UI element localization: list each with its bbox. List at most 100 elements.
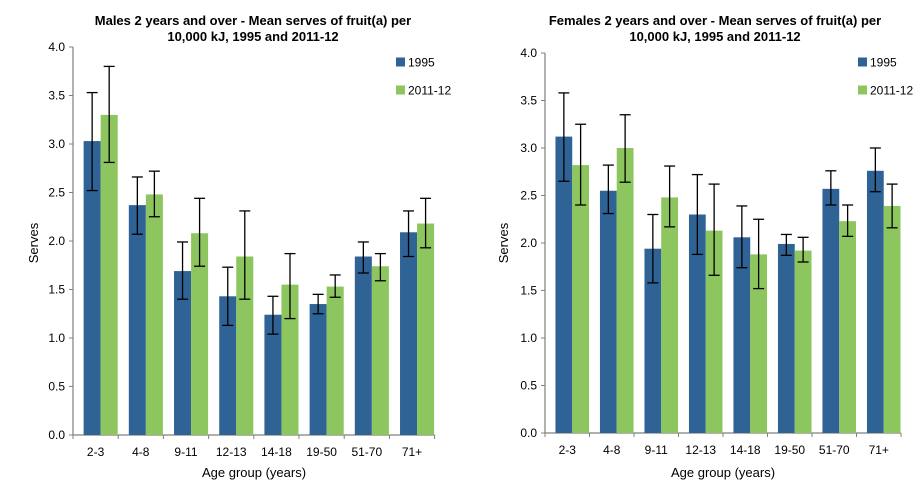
- bar-1995-12-13: [219, 296, 237, 435]
- legend-label-1995: 1995: [408, 56, 435, 70]
- females-x-axis-title: Age group (years): [671, 465, 775, 480]
- error-bar-2011-12-12-13: [239, 210, 251, 300]
- error-bar-1995-2-3: [558, 92, 570, 182]
- y-tick-label: 2.5: [520, 189, 537, 203]
- x-tick-label: 19-50: [306, 445, 337, 459]
- bar-2011-12-9-11: [661, 197, 679, 433]
- females-chart-svg: Females 2 years and over - Mean serves o…: [496, 13, 913, 480]
- bar-2011-12-4-8: [616, 148, 634, 433]
- error-bar-1995-71+: [403, 210, 415, 258]
- x-tick-label: 14-18: [730, 443, 761, 457]
- y-tick-label: 0.0: [48, 428, 65, 442]
- y-tick-label: 0.0: [520, 426, 537, 440]
- y-tick-label: 1.0: [48, 331, 65, 345]
- y-tick-label: 2.0: [520, 236, 537, 250]
- legend-label-2011-12: 2011-12: [408, 84, 451, 98]
- error-bar-1995-12-13: [691, 173, 703, 256]
- error-bar-1995-14-18: [736, 205, 748, 269]
- bar-2011-12-71+: [883, 205, 901, 433]
- y-tick-label: 1.5: [48, 283, 65, 297]
- bar-2011-12-2-3: [100, 114, 118, 436]
- error-bar-1995-19-50: [312, 293, 324, 315]
- males-y-axis-title: Serves: [26, 222, 41, 263]
- males-chart-svg: Males 2 years and over - Mean serves of …: [26, 13, 451, 480]
- error-bar-1995-12-13: [222, 266, 234, 327]
- error-bar-1995-19-50: [780, 233, 792, 257]
- bar-2011-12-12-13: [236, 256, 254, 435]
- error-bar-2011-12-14-18: [753, 218, 765, 290]
- error-bar-1995-14-18: [267, 295, 279, 335]
- y-tick-label: 3.0: [48, 137, 65, 151]
- males-chart: Males 2 years and over - Mean serves of …: [26, 13, 451, 480]
- y-tick-label: 2.5: [48, 186, 65, 200]
- error-bar-2011-12-9-11: [664, 165, 676, 228]
- bar-1995-4-8: [599, 190, 617, 433]
- x-tick-label: 9-11: [174, 445, 197, 459]
- legend-swatch-2011-12: [396, 85, 405, 95]
- y-tick-label: 3.5: [48, 89, 65, 103]
- bar-2011-12-14-18: [281, 284, 299, 435]
- bar-1995-14-18: [733, 237, 751, 433]
- error-bar-2011-12-4-8: [619, 114, 631, 183]
- males-plot-area: 0.0 0.5 1.0 1.5 2.0 2.5 3.0 3.5 4.0 2-3 4-8 9-11 12-…: [48, 40, 436, 459]
- error-bar-2011-12-4-8: [148, 170, 160, 218]
- x-tick-label: 71+: [402, 445, 422, 459]
- y-tick-label: 1.5: [520, 284, 537, 298]
- error-bar-2011-12-12-13: [708, 183, 720, 276]
- bar-2011-12-2-3: [572, 165, 590, 433]
- y-tick-label: 1.0: [520, 331, 537, 345]
- bar-1995-19-50: [309, 304, 327, 435]
- bar-1995-12-13: [688, 214, 706, 433]
- x-tick-label: 12-13: [216, 445, 247, 459]
- males-chart-title-line2: 10,000 kJ, 1995 and 2011-12: [167, 29, 338, 44]
- bar-2011-12-14-18: [750, 254, 768, 433]
- error-bar-2011-12-19-50: [797, 236, 809, 263]
- error-bar-2011-12-51-70: [842, 204, 854, 238]
- bar-2011-12-19-50: [794, 250, 812, 433]
- x-tick-label: 2-3: [87, 445, 105, 459]
- error-bar-1995-51-70: [825, 170, 837, 206]
- bar-2011-12-9-11: [191, 233, 209, 435]
- legend-swatch-1995: [858, 57, 867, 67]
- females-chart-title-line2: 10,000 kJ, 1995 and 2011-12: [629, 29, 800, 44]
- error-bar-1995-9-11: [647, 213, 659, 284]
- males-x-axis-title: Age group (years): [202, 465, 306, 480]
- y-tick-label: 0.5: [520, 379, 537, 393]
- error-bar-2011-12-2-3: [575, 123, 587, 206]
- error-bar-1995-4-8: [131, 176, 143, 235]
- error-bar-2011-12-19-50: [329, 274, 341, 298]
- females-chart-legend: 1995 2011-12: [858, 56, 913, 98]
- y-tick-label: 2.0: [48, 234, 65, 248]
- error-bar-1995-51-70: [357, 241, 369, 274]
- females-y-axis-title: Serves: [496, 222, 511, 263]
- bar-2011-12-19-50: [326, 286, 344, 435]
- bar-1995-2-3: [555, 136, 573, 433]
- bar-1995-51-70: [354, 256, 372, 435]
- error-bar-2011-12-71+: [886, 183, 898, 229]
- error-bar-2011-12-2-3: [103, 65, 115, 164]
- x-tick-label: 51-70: [351, 445, 382, 459]
- bar-2011-12-51-70: [839, 221, 857, 433]
- error-bar-2011-12-71+: [420, 197, 432, 249]
- legend-swatch-2011-12: [858, 85, 867, 95]
- legend-label-2011-12: 2011-12: [870, 84, 913, 98]
- bar-1995-71+: [400, 232, 418, 435]
- females-plot-area: 0.0 0.5 1.0 1.5 2.0 2.5 3.0 3.5 4.0 2-3 4-8 9-11 12-…: [520, 46, 902, 457]
- males-chart-legend: 1995 2011-12: [396, 56, 451, 98]
- legend-swatch-1995: [396, 57, 405, 67]
- x-tick-label: 71+: [869, 443, 889, 457]
- y-tick-label: 0.5: [48, 380, 65, 394]
- y-tick-label: 4.0: [520, 46, 537, 60]
- x-tick-label: 4-8: [132, 445, 150, 459]
- y-tick-label: 4.0: [48, 40, 65, 54]
- legend-label-1995: 1995: [870, 56, 897, 70]
- error-bar-2011-12-9-11: [194, 197, 206, 267]
- x-tick-label: 4-8: [603, 443, 621, 457]
- error-bar-1995-2-3: [86, 91, 98, 192]
- females-chart-title-line1: Females 2 years and over - Mean serves o…: [549, 13, 881, 28]
- bar-2011-12-71+: [417, 223, 435, 435]
- males-chart-title-line1: Males 2 years and over - Mean serves of …: [95, 13, 411, 28]
- x-tick-label: 12-13: [685, 443, 716, 457]
- x-tick-label: 19-50: [774, 443, 805, 457]
